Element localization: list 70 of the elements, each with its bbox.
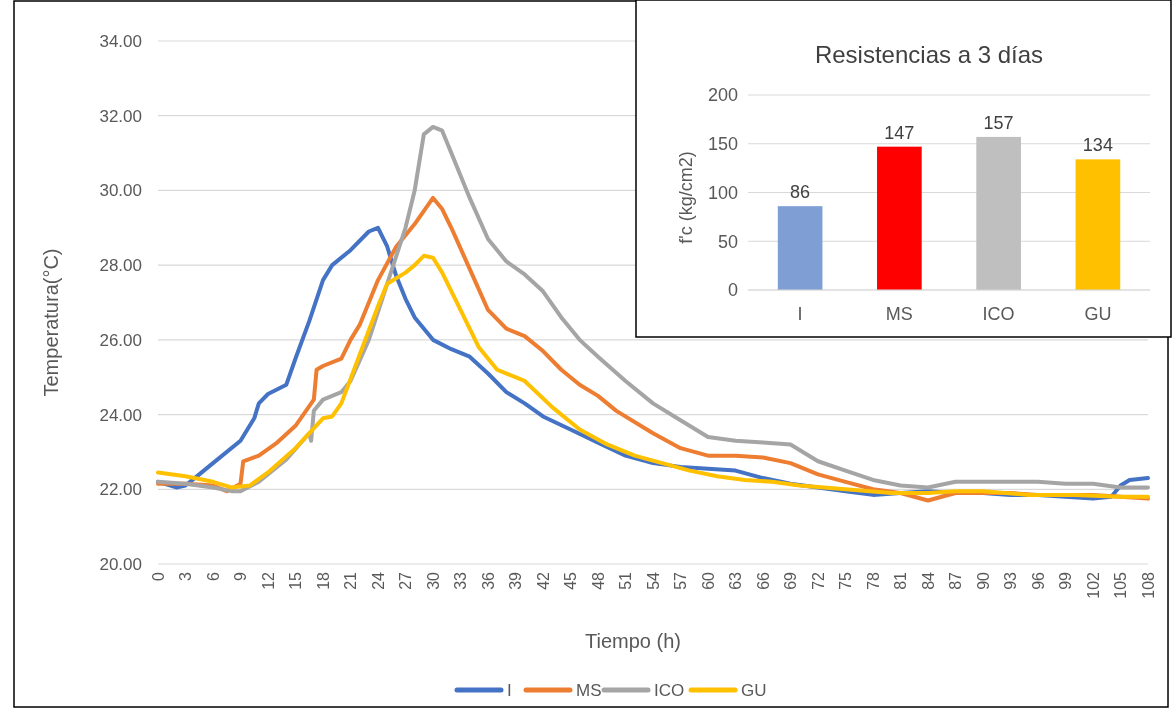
legend-label: GU <box>741 680 767 700</box>
x-tick-label: 57 <box>672 571 690 590</box>
x-tick-label: 105 <box>1112 571 1130 599</box>
x-tick-label: ICO <box>982 304 1015 324</box>
x-tick-label: 45 <box>562 571 580 590</box>
legend-label: MS <box>576 680 602 700</box>
x-tick-label: 69 <box>782 571 800 590</box>
y-axis-title: Temperatura(°C) <box>40 248 62 397</box>
y-tick-label: 50 <box>717 231 738 252</box>
data-label: 157 <box>983 112 1014 133</box>
y-tick-label: 22.00 <box>99 480 142 500</box>
y-tick-label: 28.00 <box>99 256 142 276</box>
x-tick-label: 75 <box>837 571 855 590</box>
y-tick-label: 32.00 <box>99 106 142 126</box>
bar <box>1075 159 1121 290</box>
x-axis-title: Tiempo (h) <box>585 630 681 652</box>
y-tick-label: 34.00 <box>99 31 142 51</box>
x-tick-label: 0 <box>149 571 167 581</box>
x-tick-label: 66 <box>754 571 772 590</box>
x-tick-label: 96 <box>1029 571 1047 590</box>
legend-label: I <box>507 680 512 700</box>
x-tick-label: 12 <box>259 571 277 590</box>
y-tick-label: 24.00 <box>99 405 142 425</box>
y-tick-label: 200 <box>707 85 738 106</box>
data-label: 134 <box>1082 135 1113 156</box>
x-tick-label: 102 <box>1084 571 1102 599</box>
x-tick-label: 9 <box>232 571 250 581</box>
x-tick-label: 42 <box>534 571 552 590</box>
x-tick-label: 90 <box>974 571 992 590</box>
x-tick-label: 21 <box>342 571 360 590</box>
x-tick-label: 30 <box>424 571 442 590</box>
y-tick-label: 26.00 <box>99 330 142 350</box>
x-tick-label: I <box>797 304 803 324</box>
x-tick-label: 15 <box>287 571 305 590</box>
x-tick-label: 54 <box>644 571 662 590</box>
x-tick-label: 24 <box>369 571 387 590</box>
x-tick-label: 81 <box>892 571 910 590</box>
x-tick-label: 27 <box>397 571 415 590</box>
x-tick-label: 99 <box>1057 571 1075 590</box>
y-tick-label: 30.00 <box>99 181 142 201</box>
x-tick-label: 3 <box>177 571 195 581</box>
x-tick-label: 60 <box>699 571 717 590</box>
x-tick-label: 87 <box>947 571 965 590</box>
y-axis-title: f'c (kg/cm2) <box>676 151 696 244</box>
chart-title: Resistencias a 3 días <box>814 41 1044 68</box>
x-tick-label: 18 <box>314 571 332 590</box>
x-tick-label: 93 <box>1002 571 1020 590</box>
data-label: 86 <box>790 182 811 203</box>
bar <box>777 206 823 290</box>
y-tick-label: 0 <box>727 280 738 301</box>
bar <box>877 146 922 290</box>
x-tick-label: 48 <box>589 571 607 590</box>
x-tick-label: 108 <box>1139 571 1157 599</box>
y-tick-label: 20.00 <box>99 554 142 574</box>
x-tick-label: MS <box>885 304 913 324</box>
data-label: 147 <box>884 122 915 143</box>
x-tick-label: GU <box>1084 304 1112 324</box>
y-tick-label: 150 <box>707 134 738 155</box>
x-tick-label: 63 <box>727 571 745 590</box>
x-tick-label: 78 <box>864 571 882 590</box>
y-tick-label: 100 <box>707 182 738 203</box>
bar <box>976 136 1021 290</box>
x-tick-label: 84 <box>919 571 937 590</box>
x-tick-label: 72 <box>809 571 827 590</box>
legend-label: ICO <box>654 680 685 700</box>
x-tick-label: 36 <box>479 571 497 590</box>
x-tick-label: 39 <box>507 571 525 590</box>
x-tick-label: 33 <box>452 571 470 590</box>
x-tick-label: 51 <box>617 571 635 590</box>
x-tick-label: 6 <box>204 571 222 581</box>
